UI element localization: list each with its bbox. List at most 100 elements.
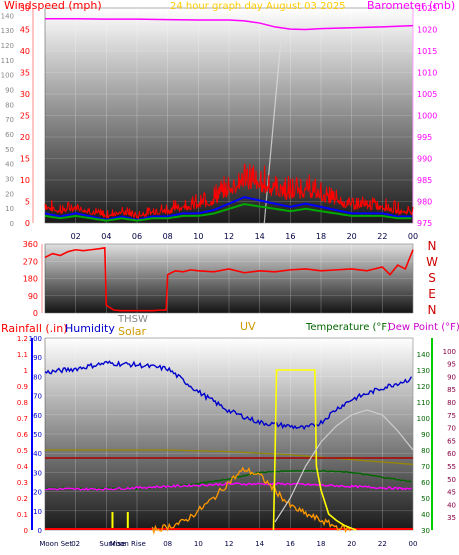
- p1-left-kmh-tick-label: 30: [5, 176, 14, 184]
- p1-left-kmh-tick-label: 120: [1, 42, 14, 50]
- p3-temp-tick-label: 120: [417, 383, 430, 391]
- p1-x-tick-label: 22: [377, 232, 387, 241]
- p1-right-tick-label: 1000: [417, 112, 437, 121]
- p1-right-tick-label: 995: [417, 133, 432, 142]
- p1-left-kmh-tick-label: 0: [10, 220, 14, 228]
- p3-humidity-label: Humidity: [65, 322, 115, 335]
- p1-x-tick-label: 00: [408, 232, 418, 241]
- p3-dew-tick-label: 70: [447, 425, 456, 433]
- p3-x-tick-label: 20: [347, 540, 356, 548]
- p1-left-kmh-tick-label: 50: [5, 146, 14, 154]
- p3-rain-tick-label: 0.1: [17, 511, 28, 519]
- p1-left-kmh-tick-label: 10: [5, 205, 14, 213]
- p3-dew-tick-label: 75: [447, 412, 456, 420]
- p1-left-tick-label: 10: [20, 176, 30, 185]
- p1-right-tick-label: 980: [417, 198, 432, 207]
- p2-left-tick-label: 90: [28, 292, 38, 301]
- p3-rain-tick-label: 1.1: [17, 351, 28, 359]
- p1-x-tick-label: 16: [285, 232, 295, 241]
- p3-x-tick-label: 10: [194, 540, 203, 548]
- p3-x-tick-label: 00: [409, 540, 418, 548]
- p1-right-axis-label: Barometer (mb): [367, 0, 455, 12]
- thsw-line: [45, 449, 414, 465]
- uv-line: [272, 369, 357, 531]
- p1-right-tick-label: 1010: [417, 69, 437, 78]
- p1-x-tick-label: 06: [132, 232, 142, 241]
- p1-x-tick-label: 12: [224, 232, 234, 241]
- sun-elevation-line: [274, 409, 414, 523]
- p1-right-tick-label: 985: [417, 176, 432, 185]
- p1-right-tick-label: 1020: [417, 26, 437, 35]
- p3-humidity-tick-label: 70: [33, 393, 42, 401]
- p3-dewpoint-label: Dew Point (°F): [388, 322, 459, 333]
- p1-left-kmh-tick-label: 140: [1, 12, 14, 20]
- dewpoint-line: [44, 482, 412, 491]
- p1-left-kmh-tick-label: 90: [5, 87, 14, 95]
- p3-humidity-tick-label: 20: [33, 489, 42, 497]
- p3-temp-tick-label: 80: [421, 447, 430, 455]
- p3-solar-legend: Solar: [118, 325, 147, 338]
- p1-left-kmh-tick-label: 20: [5, 190, 14, 198]
- p3-rain-tick-label: 0.9: [17, 383, 28, 391]
- p3-temp-tick-label: 40: [421, 511, 430, 519]
- p3-dew-tick-label: 55: [447, 463, 456, 471]
- p3-rain-tick-label: 1: [24, 367, 28, 375]
- p3-humidity-tick-label: 40: [33, 450, 42, 458]
- p3-thsw-legend: THSW: [117, 314, 148, 325]
- barometer-line: [45, 18, 414, 31]
- wind-avg-band-green: [44, 203, 412, 222]
- p3-humidity-tick-label: 100: [29, 335, 42, 343]
- p1-x-tick-label: 18: [316, 232, 326, 241]
- p1-left-kmh-tick-label: 40: [5, 161, 14, 169]
- p3-humidity-tick-label: 30: [33, 469, 42, 477]
- p3-rain-tick-label: 0.5: [17, 447, 28, 455]
- p3-humidity-tick-label: 0: [38, 527, 42, 535]
- wind-direction-line: [44, 246, 414, 312]
- p3-dew-tick-label: 100: [443, 348, 456, 356]
- p3-temp-tick-label: 50: [421, 495, 430, 503]
- p3-dew-tick-label: 50: [447, 476, 456, 484]
- p3-temp-tick-label: 140: [417, 351, 430, 359]
- p3-x-tick-label: 12: [225, 540, 234, 548]
- p1-left-tick-label: 20: [20, 133, 30, 142]
- p1-left-kmh-tick-label: 130: [1, 27, 14, 35]
- p3-x-tick-label: Moon Rise: [110, 540, 146, 548]
- p1-x-tick-label: 04: [101, 232, 111, 241]
- p3-rain-tick-label: 1.2: [17, 335, 28, 343]
- p1-left-axis-label: Windspeed (mph): [4, 0, 102, 12]
- p3-rain-tick-label: 0.8: [17, 399, 28, 407]
- p1-right-tick-label: 1005: [417, 90, 437, 99]
- p1-left-tick-label: 50: [20, 4, 30, 13]
- p2-left-tick-label: 180: [23, 275, 38, 284]
- p3-dew-tick-label: 95: [447, 361, 456, 369]
- panel3-plot-area: [44, 337, 414, 531]
- p3-x-tick-label: 08: [163, 540, 172, 548]
- p3-dew-tick-label: 65: [447, 437, 456, 445]
- p1-x-tick-label: 08: [163, 232, 173, 241]
- p3-x-tick-label: Moon Set: [39, 540, 72, 548]
- p1-left-kmh-tick-label: 100: [1, 72, 14, 80]
- p3-x-tick-label: 14: [255, 540, 264, 548]
- p3-rain-tick-label: 0.7: [17, 415, 28, 423]
- p3-x-tick-label: 02: [71, 540, 80, 548]
- p2-compass-label: W: [426, 255, 438, 269]
- p2-compass-label: N: [428, 239, 437, 253]
- p3-dew-tick-label: 85: [447, 386, 456, 394]
- p1-x-tick-label: 10: [193, 232, 203, 241]
- p2-compass-label: E: [428, 287, 436, 301]
- p1-left-tick-label: 15: [20, 155, 30, 164]
- p3-dew-tick-label: 60: [447, 450, 456, 458]
- p3-temp-tick-label: 110: [417, 399, 430, 407]
- p2-compass-label: S: [428, 271, 436, 285]
- windspeed-line: [44, 163, 414, 220]
- p1-left-tick-label: 35: [20, 69, 30, 78]
- p1-right-tick-label: 975: [417, 219, 432, 228]
- p3-rain-tick-label: 0.4: [17, 463, 29, 471]
- p2-compass-label: N: [428, 303, 437, 317]
- p1-right-tick-label: 990: [417, 155, 432, 164]
- p1-left-kmh-tick-label: 110: [1, 57, 14, 65]
- p3-rain-tick-label: 0.6: [17, 431, 29, 439]
- p3-rain-tick-label: 0: [24, 527, 28, 535]
- p1-left-tick-label: 45: [20, 26, 30, 35]
